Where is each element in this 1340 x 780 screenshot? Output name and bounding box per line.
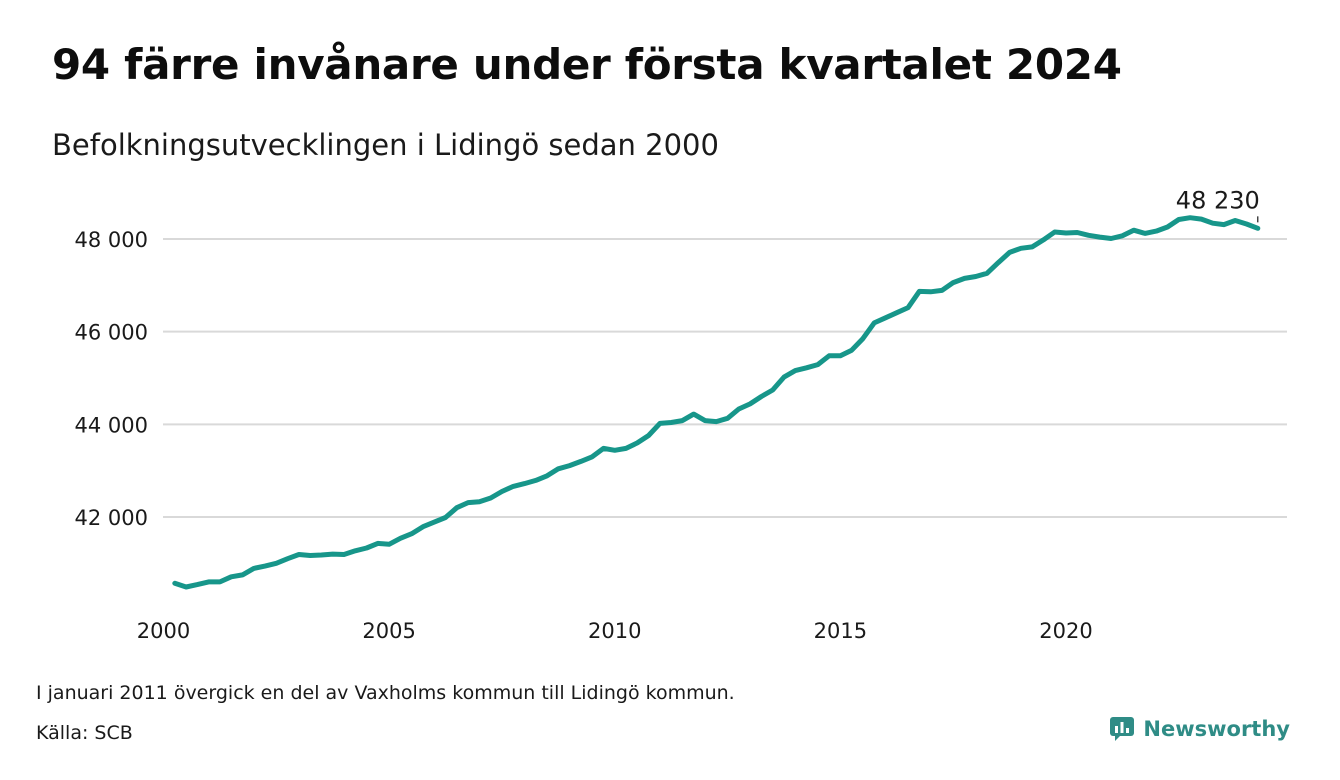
- y-tick-label: 44 000: [75, 413, 148, 437]
- series-layer: [172, 215, 1261, 590]
- grid-lines: [163, 238, 1287, 518]
- x-tick-label: 2005: [362, 619, 415, 643]
- newsworthy-logo-icon: [1110, 717, 1135, 741]
- x-tick-label: 2020: [1039, 619, 1092, 643]
- end-value-label: 48 230: [1176, 186, 1260, 214]
- line-chart: 42 000 44 000 46 000 48 000 2000 2005 2010 201…: [75, 186, 1287, 643]
- chart-subtitle: Befolkningsutvecklingen i Lidingö sedan …: [52, 128, 719, 162]
- y-axis-ticks: 42 000 44 000 46 000 48 000: [75, 228, 148, 530]
- x-axis-ticks: 2000 2005 2010 2015 2020: [137, 619, 1093, 643]
- chart-note: I januari 2011 övergick en del av Vaxhol…: [36, 682, 735, 704]
- x-tick-label: 2000: [137, 619, 190, 643]
- x-tick-label: 2010: [588, 619, 641, 643]
- source-label: Källa: SCB: [36, 722, 133, 744]
- series-line: [172, 215, 1261, 590]
- chart-title: 94 färre invånare under första kvartalet…: [52, 40, 1122, 89]
- end-annotation: 48 230: [1176, 186, 1260, 223]
- brand-name: Newsworthy: [1143, 717, 1290, 741]
- y-tick-label: 46 000: [75, 321, 148, 345]
- x-tick-label: 2015: [814, 619, 867, 643]
- y-tick-label: 48 000: [75, 228, 148, 252]
- brand-logo[interactable]: Newsworthy: [1109, 716, 1290, 742]
- y-tick-label: 42 000: [75, 506, 148, 530]
